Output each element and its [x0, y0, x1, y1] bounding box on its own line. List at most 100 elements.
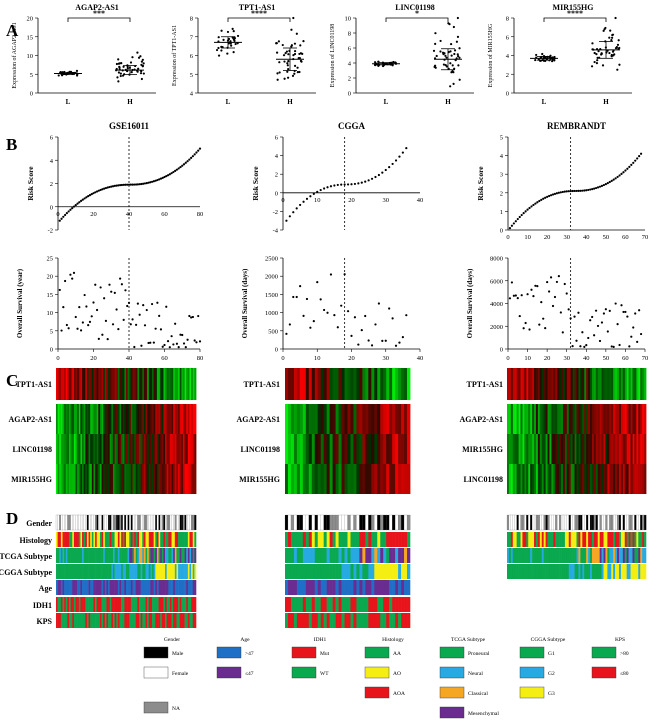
annotation-cell [77, 613, 80, 628]
data-point [126, 67, 129, 70]
heatmap-cell [122, 434, 125, 464]
risk-point [573, 189, 576, 193]
risk-point [119, 184, 122, 187]
heatmap-cell [380, 404, 384, 434]
annotation-cell [160, 613, 163, 628]
risk-point [581, 189, 584, 192]
legend-title: TCGA Subtype [451, 637, 486, 643]
survival-point [398, 341, 401, 344]
legend-swatch [439, 646, 465, 659]
heatmap-cell [386, 404, 390, 434]
heatmap-cell [620, 464, 624, 494]
annotation-cell [59, 613, 62, 628]
annotation-cell [90, 613, 93, 628]
heatmap-cell [158, 464, 161, 494]
risk-point [508, 227, 512, 230]
heatmap-cell [507, 434, 510, 464]
survival-point [370, 344, 374, 347]
annotation-cell [174, 613, 177, 628]
risk-point [131, 183, 134, 186]
survival-point [534, 284, 537, 287]
data-point [551, 60, 554, 63]
annotation-cell [603, 548, 606, 563]
annotation-cell [150, 564, 153, 579]
annotation-cell [543, 548, 546, 563]
annotation-cell [82, 532, 84, 547]
annotation-cell [135, 613, 138, 628]
annotation-cell [395, 580, 399, 595]
data-point [291, 74, 295, 77]
risk-point [634, 159, 637, 162]
risk-point [168, 173, 171, 176]
annotation-cell [139, 532, 141, 547]
heatmap-cell [153, 434, 156, 464]
heatmap-cell [582, 404, 585, 434]
heatmap-cell [601, 368, 604, 400]
heatmap-cell [590, 434, 593, 464]
annotation-cell [176, 564, 179, 579]
heatmap-cell [305, 464, 310, 494]
legend-label: G3 [548, 691, 555, 697]
heatmap-cell [578, 368, 581, 400]
heatmap-cell [132, 368, 135, 400]
heatmap-cell [184, 368, 187, 400]
annotation-cell [60, 532, 63, 547]
heatmap-cell [380, 464, 384, 494]
heatmap-cell [143, 464, 146, 494]
annotation-cell [590, 532, 593, 547]
heatmap-cell [88, 368, 91, 400]
data-point [434, 42, 437, 45]
data-point [217, 54, 221, 57]
survival-point [83, 293, 86, 297]
legend-swatch [216, 646, 242, 659]
data-point [302, 40, 305, 43]
heatmap-cell [88, 464, 91, 494]
heatmap-cell [139, 464, 142, 494]
heatmap-cell [119, 464, 122, 494]
annotation-cell [595, 548, 599, 563]
annotation-cell [106, 580, 109, 595]
annotation-cell [91, 532, 94, 547]
heatmap-cell [108, 404, 111, 434]
annotation-cell [142, 564, 145, 579]
data-point [445, 65, 448, 68]
annotation-cell [578, 532, 581, 547]
survival-point [99, 286, 102, 289]
significance-bracket [543, 17, 607, 22]
heatmap-cell [60, 434, 63, 464]
legend-swatch [519, 666, 545, 679]
data-point [276, 78, 279, 81]
annotation-cell [155, 548, 158, 563]
risk-point [184, 161, 187, 164]
heatmap-cell [365, 404, 369, 434]
annotation-cell [638, 564, 641, 579]
annotation-cell [173, 548, 176, 563]
heatmap-cell [160, 434, 163, 464]
annotation-cell [83, 564, 86, 579]
surv-y-tick-label: 15 [47, 292, 54, 299]
annotation-cell [93, 532, 96, 547]
annotation-cell [194, 548, 197, 563]
risk-point [516, 217, 519, 221]
annotation-cell [114, 564, 117, 579]
survival-point [103, 297, 106, 300]
data-point [449, 42, 453, 46]
annotation-cell [332, 548, 336, 563]
heatmap-cell [642, 464, 645, 494]
heatmap-cell [605, 368, 608, 400]
heatmap-cell [320, 464, 325, 494]
panel-label-b: B [6, 135, 17, 154]
annotation-cell [290, 613, 295, 628]
heatmap-cell [377, 404, 381, 434]
annotation-cell [622, 532, 626, 547]
annotation-cell [56, 613, 58, 628]
annotation-cell [135, 597, 138, 612]
heatmap-cell [156, 464, 159, 494]
annotation-cell [78, 597, 81, 612]
annotation-cell [599, 564, 602, 579]
annotation-cell [145, 548, 148, 563]
annotation-cell [353, 514, 357, 531]
heatmap-cell [528, 434, 531, 464]
risk-point [569, 189, 572, 193]
annotation-cell [153, 580, 156, 595]
